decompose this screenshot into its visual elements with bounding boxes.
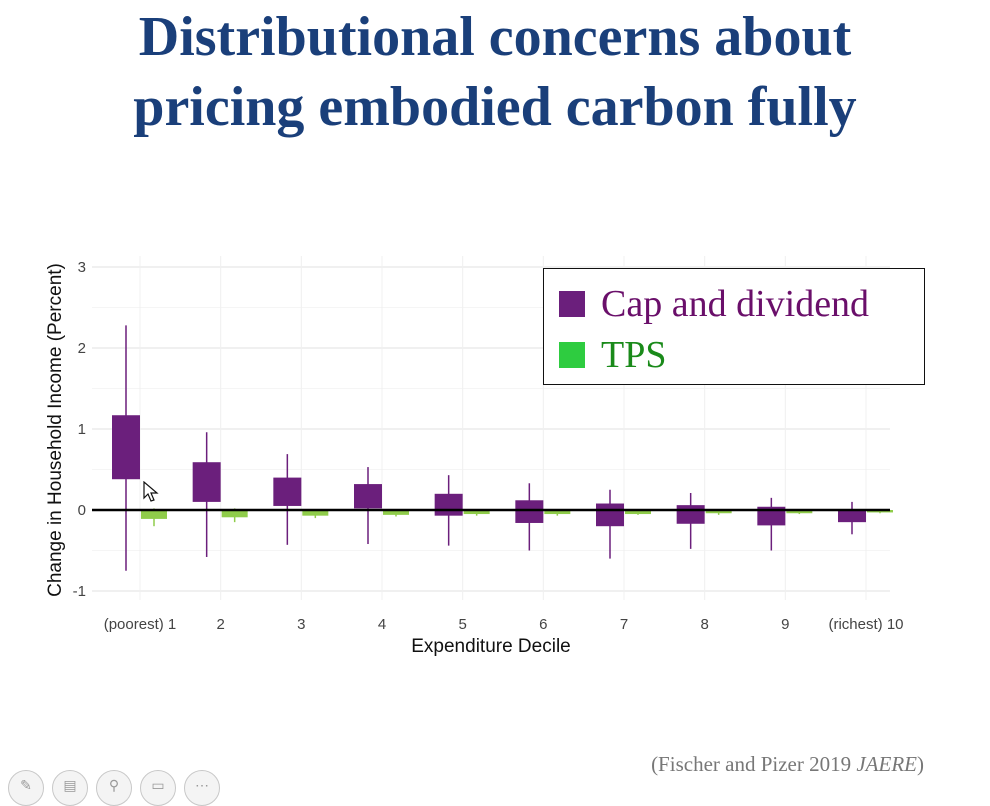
legend-swatch-tps (559, 342, 585, 368)
x-tick-label: (richest) 10 (828, 616, 903, 633)
x-tick-label: 2 (216, 616, 224, 633)
citation-journal: JAERE (856, 752, 917, 776)
y-tick-label: 3 (78, 259, 86, 276)
x-tick-label: (poorest) 1 (104, 616, 177, 633)
legend-item-tps: TPS (559, 334, 666, 376)
y-tick-label: 0 (78, 502, 86, 519)
box-tps (383, 510, 409, 515)
y-tick-labels: -1 0 1 2 3 (73, 259, 86, 600)
x-tick-label: 5 (458, 616, 466, 633)
y-tick-label: 2 (78, 340, 86, 357)
x-tick-label: 3 (297, 616, 305, 633)
legend-label-cap-and-dividend: Cap and dividend (601, 283, 870, 325)
x-tick-label: 6 (539, 616, 547, 633)
box-tps (625, 510, 651, 515)
y-tick-label: -1 (73, 583, 86, 600)
citation-close: ) (917, 752, 924, 776)
box-tps (302, 510, 329, 516)
citation: (Fischer and Pizer 2019 JAERE) (651, 752, 924, 777)
box-cap-and-dividend (192, 462, 221, 502)
x-tick-label: 4 (378, 616, 386, 633)
x-tick-label: 8 (700, 616, 708, 633)
x-tick-label: 9 (781, 616, 789, 633)
box-cap-and-dividend (354, 484, 382, 509)
box-tps (544, 510, 571, 515)
legend-swatch-cap-and-dividend (559, 291, 585, 317)
y-axis-label: Change in Household Income (Percent) (45, 263, 66, 597)
chart-legend: Cap and dividend TPS (543, 268, 925, 385)
slide-title-line-2: pricing embodied carbon fully (133, 76, 857, 138)
slides-icon[interactable]: ▤ (52, 770, 88, 806)
box-tps (786, 510, 813, 514)
box-cap-and-dividend (676, 505, 705, 524)
pen-icon[interactable]: ✎ (8, 770, 44, 806)
more-icon[interactable]: ⋯ (184, 770, 220, 806)
box-cap-and-dividend (434, 493, 463, 516)
box-tps (705, 510, 732, 514)
box-tps (141, 510, 167, 519)
slide-title-line-1: Distributional concerns about (138, 6, 852, 68)
box-cap-and-dividend (273, 477, 302, 506)
box-tps (221, 510, 248, 518)
box-cap-and-dividend (757, 506, 786, 526)
x-axis-label: Expenditure Decile (411, 636, 570, 657)
y-tick-label: 1 (78, 421, 86, 438)
box-cap-and-dividend (112, 415, 140, 480)
slide-title: Distributional concerns about pricing em… (0, 2, 990, 142)
zoom-icon[interactable]: ⚲ (96, 770, 132, 806)
box-tps (463, 510, 490, 515)
legend-item-cap-and-dividend: Cap and dividend (559, 283, 869, 325)
box-cap-and-dividend (515, 500, 544, 523)
x-tick-label: 7 (620, 616, 628, 633)
legend-label-tps: TPS (601, 334, 667, 376)
citation-authors: (Fischer and Pizer 2019 (651, 752, 857, 776)
box-cap-and-dividend (838, 510, 866, 523)
x-tick-labels: (poorest) 1 2 3 4 5 6 7 8 9 (richest) 10 (104, 616, 904, 633)
box-cap-and-dividend (596, 503, 624, 527)
presentation-toolbar: ✎ ▤ ⚲ ▭ ⋯ (8, 770, 220, 806)
subtitles-icon[interactable]: ▭ (140, 770, 176, 806)
mouse-cursor-icon (143, 481, 159, 502)
